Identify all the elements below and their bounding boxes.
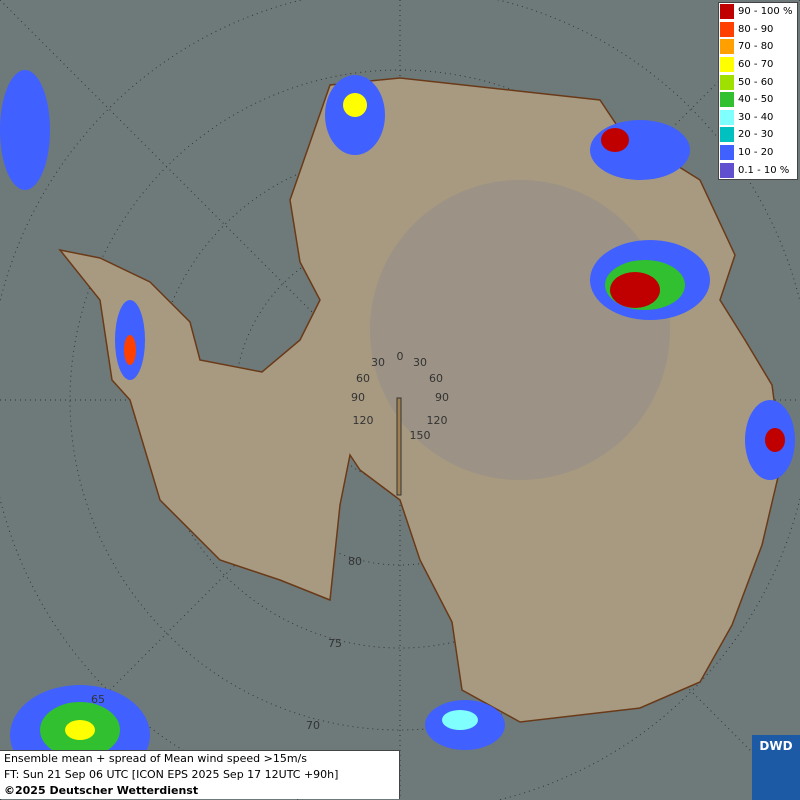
longitude-label: 60: [356, 372, 370, 385]
longitude-label: 150: [410, 429, 431, 442]
latitude-label: 65: [91, 693, 105, 706]
legend-swatch: [720, 127, 734, 143]
legend-label: 20 - 30: [738, 129, 774, 141]
legend-label: 0.1 - 10 %: [738, 164, 790, 176]
legend-item: 70 - 80: [719, 38, 797, 56]
marker: [396, 397, 402, 496]
longitude-label: 90: [351, 391, 365, 404]
plateau: [370, 180, 670, 480]
legend-label: 90 - 100 %: [738, 6, 793, 18]
legend-swatch: [720, 109, 734, 125]
legend-swatch: [720, 4, 734, 20]
latitude-label: 75: [328, 637, 342, 650]
logo: DWD: [752, 735, 800, 800]
longitude-label: 0: [397, 350, 404, 363]
legend-swatch: [720, 145, 734, 161]
caption: Ensemble mean + spread of Mean wind spee…: [0, 750, 400, 799]
legend-label: 50 - 60: [738, 76, 774, 88]
legend-item: 90 - 100 %: [719, 3, 797, 21]
legend-item: 20 - 30: [719, 126, 797, 144]
legend-label: 10 - 20: [738, 147, 774, 159]
caption-line: Ensemble mean + spread of Mean wind spee…: [4, 752, 307, 765]
legend-swatch: [720, 57, 734, 73]
legend: 90 - 100 % 80 - 90 70 - 80 60 - 70 50 - 60 40…: [718, 2, 798, 180]
legend-swatch: [720, 74, 734, 90]
legend-item: 50 - 60: [719, 73, 797, 91]
longitude-label: 30: [413, 356, 427, 369]
legend-label: 30 - 40: [738, 111, 774, 123]
legend-item: 30 - 40: [719, 109, 797, 127]
caption-line: FT: Sun 21 Sep 06 UTC [ICON EPS 2025 Sep…: [4, 768, 339, 781]
legend-swatch: [720, 21, 734, 37]
legend-item: 40 - 50: [719, 91, 797, 109]
longitude-label: 90: [435, 391, 449, 404]
longitude-label: 120: [353, 414, 374, 427]
legend-label: 40 - 50: [738, 94, 774, 106]
longitude-label: 60: [429, 372, 443, 385]
legend-swatch: [720, 92, 734, 108]
legend-item: 80 - 90: [719, 21, 797, 39]
caption-line: ©2025 Deutscher Wetterdienst: [4, 784, 199, 797]
legend-label: 70 - 80: [738, 41, 774, 53]
latitude-label: 80: [348, 555, 362, 568]
legend-swatch: [720, 162, 734, 178]
legend-label: 80 - 90: [738, 23, 774, 35]
legend-label: 60 - 70: [738, 59, 774, 71]
longitude-label: 120: [427, 414, 448, 427]
legend-item: 10 - 20: [719, 144, 797, 162]
longitude-label: 30: [371, 356, 385, 369]
legend-item: 60 - 70: [719, 56, 797, 74]
latitude-label: 70: [306, 719, 320, 732]
legend-item: 0.1 - 10 %: [719, 161, 797, 179]
legend-swatch: [720, 39, 734, 55]
